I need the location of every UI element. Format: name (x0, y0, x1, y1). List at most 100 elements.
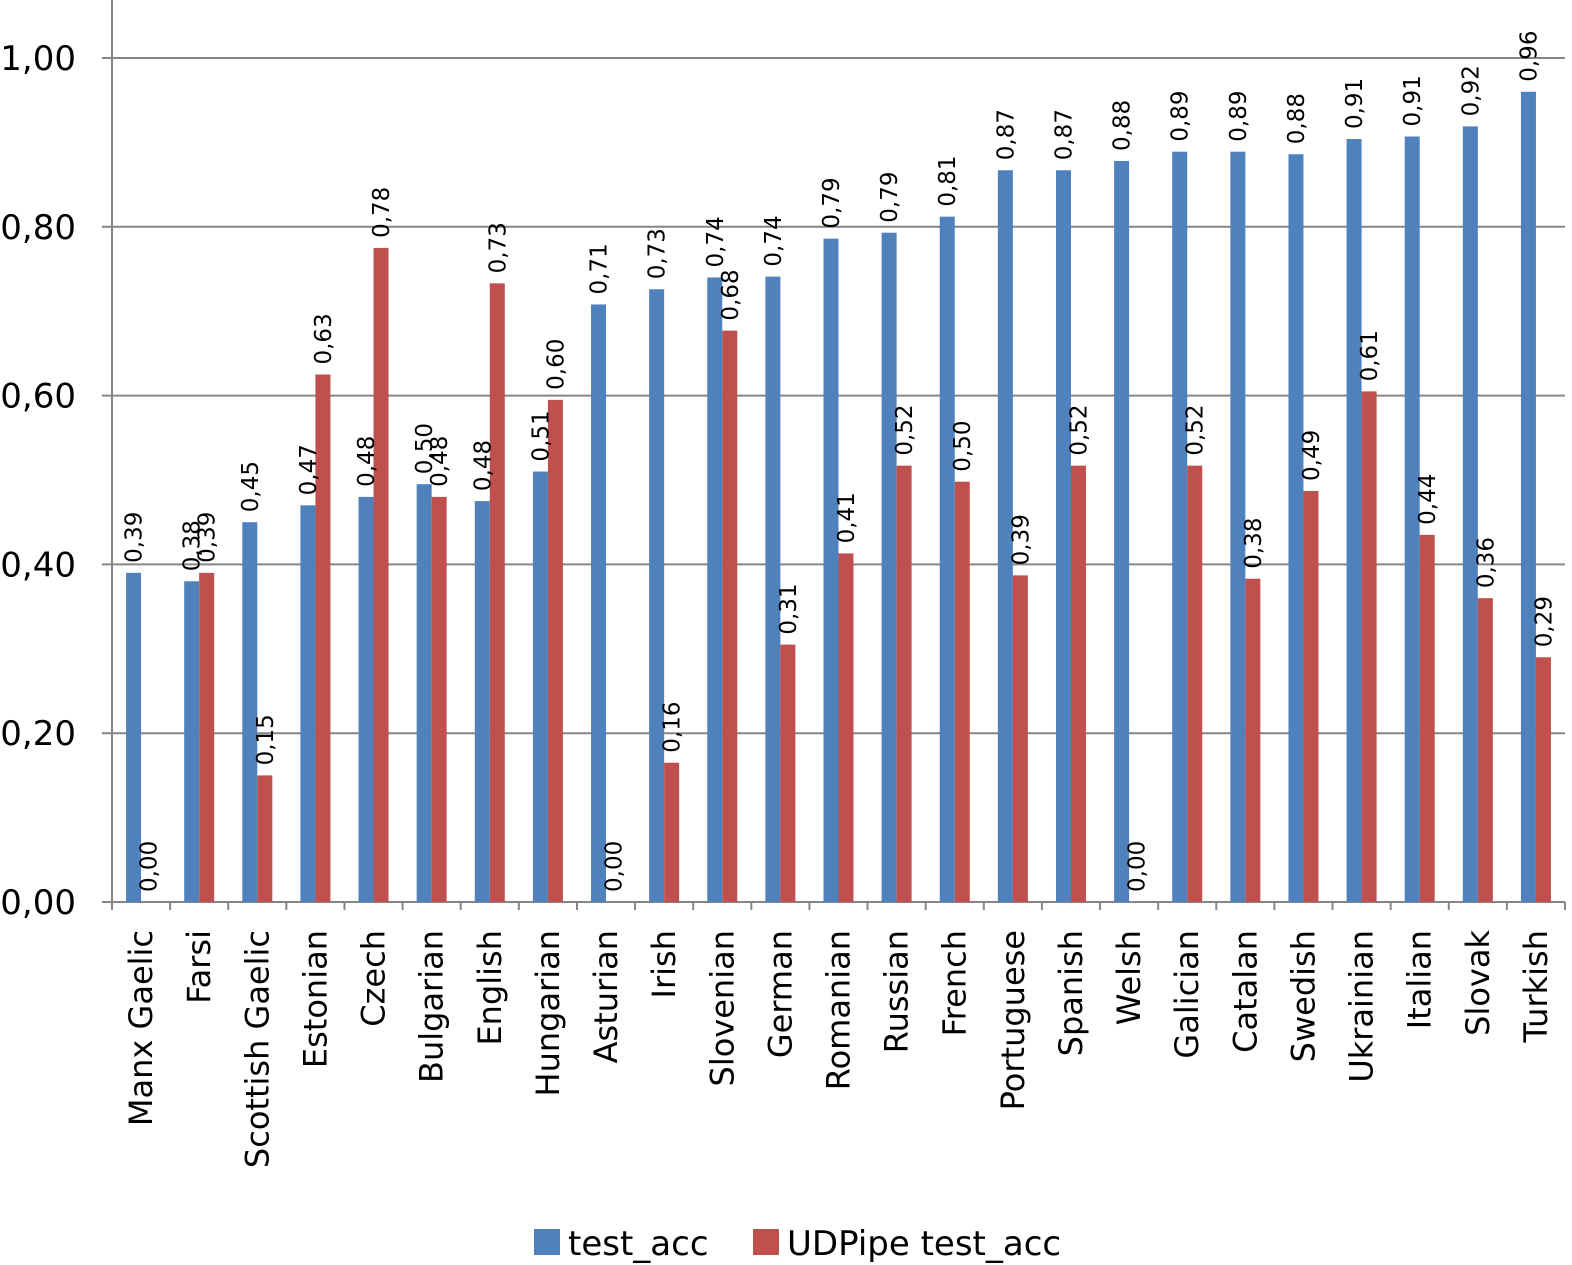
data-label-test-acc-slovak: 0,92 (1458, 65, 1484, 116)
data-label-test-acc-turkish: 0,96 (1516, 31, 1542, 82)
bar-udpipe-test-acc-ukrainian (1361, 391, 1377, 902)
category-labels: Manx Gaelic Farsi Scottish Gaelic Estonian C… (122, 930, 1555, 1169)
category-label-asturian: Asturian (587, 930, 625, 1063)
data-label-test-acc-italian: 0,91 (1400, 75, 1426, 126)
bar-udpipe-test-acc-spanish (1070, 465, 1086, 902)
bar-udpipe-test-acc-french (954, 481, 970, 902)
category-label-catalan: Catalan (1226, 930, 1264, 1053)
data-labels: 0,390,000,380,390,450,150,470,630,480,78… (122, 31, 1558, 892)
bar-udpipe-test-acc-russian (896, 465, 912, 902)
category-label-galician: Galician (1168, 930, 1206, 1059)
bar-test-acc-ukrainian (1346, 139, 1362, 903)
data-label-udpipe-test-acc-portuguese: 0,39 (1008, 514, 1034, 565)
data-label-test-acc-slovenian: 0,74 (703, 216, 729, 267)
data-label-udpipe-test-acc-english: 0,73 (485, 222, 511, 273)
bar-udpipe-test-acc-portuguese (1012, 575, 1028, 902)
data-label-test-acc-swedish: 0,88 (1284, 93, 1310, 144)
data-label-test-acc-german: 0,74 (761, 215, 787, 266)
category-label-farsi: Farsi (180, 930, 218, 1004)
data-label-udpipe-test-acc-catalan: 0,38 (1241, 518, 1267, 569)
legend-swatch-udpipe-test-acc (753, 1229, 779, 1255)
data-label-test-acc-asturian: 0,71 (587, 243, 613, 294)
data-label-udpipe-test-acc-spanish: 0,52 (1066, 404, 1092, 455)
bar-test-acc-swedish (1288, 154, 1304, 902)
y-tick-label: 0,80 (0, 208, 76, 248)
category-label-german: German (761, 930, 799, 1058)
category-label-turkish: Turkish (1517, 930, 1555, 1044)
data-label-test-acc-french: 0,81 (935, 155, 961, 206)
data-label-test-acc-manx-gaelic: 0,39 (122, 512, 148, 563)
data-label-udpipe-test-acc-manx-gaelic: 0,00 (137, 841, 163, 892)
bar-udpipe-test-acc-slovenian (722, 330, 738, 902)
category-label-estonian: Estonian (296, 930, 334, 1068)
data-label-udpipe-test-acc-slovenian: 0,68 (718, 269, 744, 320)
bar-test-acc-portuguese (997, 170, 1013, 902)
data-label-udpipe-test-acc-german: 0,31 (776, 583, 802, 634)
data-label-test-acc-estonian: 0,47 (296, 444, 322, 495)
category-label-spanish: Spanish (1052, 930, 1090, 1056)
bar-udpipe-test-acc-slovak (1477, 598, 1493, 902)
bar-udpipe-test-acc-hungarian (547, 399, 563, 902)
category-label-manx-gaelic: Manx Gaelic (122, 930, 160, 1126)
bar-test-acc-galician (1172, 151, 1188, 902)
data-label-udpipe-test-acc-turkish: 0,29 (1531, 596, 1557, 647)
bars (126, 91, 1551, 903)
bar-udpipe-test-acc-bulgarian (431, 496, 447, 902)
bar-udpipe-test-acc-german (780, 644, 796, 902)
bar-test-acc-farsi (184, 581, 200, 902)
bar-udpipe-test-acc-farsi (199, 572, 215, 902)
bar-udpipe-test-acc-swedish (1303, 490, 1319, 902)
data-label-test-acc-ukrainian: 0,91 (1342, 78, 1368, 129)
data-label-udpipe-test-acc-estonian: 0,63 (311, 313, 337, 364)
category-label-ukrainian: Ukrainian (1343, 930, 1381, 1083)
y-tick-label: 0,20 (0, 714, 76, 754)
data-label-test-acc-hungarian: 0,51 (528, 410, 554, 461)
legend-label-udpipe-test-acc: UDPipe test_acc (787, 1224, 1061, 1264)
data-label-udpipe-test-acc-irish: 0,16 (660, 702, 686, 753)
y-tick-label: 1,00 (0, 39, 76, 79)
legend: test_acc UDPipe test_acc (534, 1224, 1061, 1264)
data-label-udpipe-test-acc-hungarian: 0,60 (543, 339, 569, 390)
data-label-udpipe-test-acc-czech: 0,78 (369, 187, 395, 238)
bar-test-acc-romanian (823, 238, 839, 903)
category-label-scottish-gaelic: Scottish Gaelic (238, 930, 276, 1168)
bar-udpipe-test-acc-irish (664, 762, 680, 902)
data-label-udpipe-test-acc-bulgarian: 0,48 (427, 436, 453, 487)
data-label-udpipe-test-acc-farsi: 0,39 (195, 512, 221, 563)
bar-test-acc-french (939, 216, 955, 902)
bar-test-acc-slovenian (707, 277, 723, 902)
data-label-udpipe-test-acc-russian: 0,52 (892, 404, 918, 455)
data-label-test-acc-galician: 0,89 (1168, 90, 1194, 141)
data-label-test-acc-scottish-gaelic: 0,45 (238, 461, 264, 512)
data-label-udpipe-test-acc-scottish-gaelic: 0,15 (253, 714, 279, 765)
y-tick-label: 0,40 (0, 545, 76, 585)
bar-test-acc-czech (358, 496, 374, 902)
data-label-udpipe-test-acc-swedish: 0,49 (1299, 430, 1325, 481)
data-label-udpipe-test-acc-welsh: 0,00 (1125, 841, 1151, 892)
bar-test-acc-english (474, 501, 490, 902)
bar-udpipe-test-acc-czech (373, 247, 389, 902)
category-label-hungarian: Hungarian (529, 930, 567, 1096)
bar-udpipe-test-acc-italian (1419, 534, 1435, 902)
bar-test-acc-spanish (1055, 170, 1071, 902)
data-label-test-acc-farsi: 0,38 (180, 520, 206, 571)
bar-test-acc-irish (649, 289, 665, 903)
category-label-romanian: Romanian (820, 930, 858, 1090)
bar-test-acc-manx-gaelic (126, 572, 142, 902)
data-label-test-acc-bulgarian: 0,50 (412, 423, 438, 474)
data-label-test-acc-english: 0,48 (470, 440, 496, 491)
legend-label-test-acc: test_acc (568, 1224, 709, 1264)
data-label-test-acc-welsh: 0,88 (1110, 100, 1136, 151)
category-label-irish: Irish (645, 930, 683, 998)
bar-test-acc-scottish-gaelic (242, 522, 258, 902)
bar-test-acc-welsh (1114, 160, 1130, 902)
category-label-slovak: Slovak (1459, 930, 1497, 1036)
bar-udpipe-test-acc-turkish (1535, 657, 1551, 902)
category-label-portuguese: Portuguese (994, 930, 1032, 1110)
bar-test-acc-asturian (591, 304, 607, 902)
bar-test-acc-hungarian (532, 471, 548, 902)
data-label-udpipe-test-acc-romanian: 0,41 (834, 492, 860, 543)
data-label-udpipe-test-acc-galician: 0,52 (1183, 404, 1209, 455)
